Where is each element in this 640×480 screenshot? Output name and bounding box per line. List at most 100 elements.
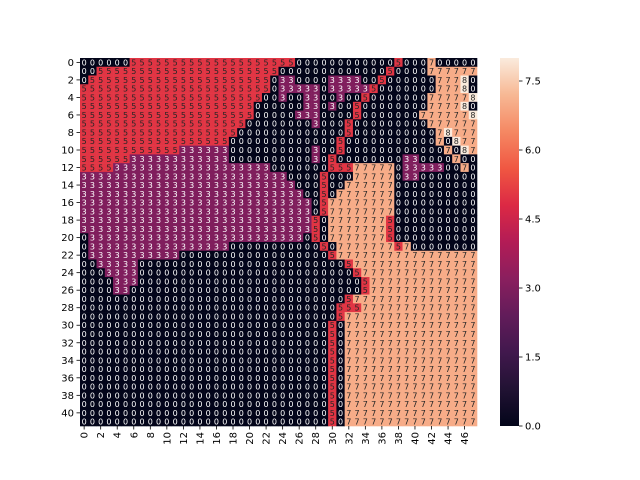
- heatmap-cell: [204, 189, 213, 199]
- heatmap-cell: [377, 154, 387, 164]
- heatmap-cell-label: 0: [321, 155, 326, 164]
- heatmap-cell-label: 7: [462, 330, 467, 339]
- heatmap-cell-label: 0: [98, 418, 103, 427]
- heatmap-cell-label: 0: [239, 321, 244, 330]
- heatmap-cell-label: 3: [148, 164, 153, 173]
- heatmap-cell: [311, 198, 321, 208]
- heatmap-cell: [460, 285, 470, 295]
- heatmap-cell-label: 0: [98, 339, 103, 348]
- heatmap-cell-label: 0: [363, 146, 368, 155]
- heatmap-cell: [443, 180, 453, 190]
- heatmap-cell-label: 3: [255, 199, 260, 208]
- heatmap-cell: [410, 163, 420, 173]
- heatmap-cell: [435, 417, 445, 427]
- heatmap-cell: [162, 242, 172, 252]
- heatmap-cell: [195, 189, 205, 199]
- heatmap-cell: [88, 268, 97, 278]
- heatmap-cell-label: 0: [379, 120, 384, 129]
- heatmap-cell-label: 5: [222, 85, 227, 94]
- heatmap-cell: [377, 233, 387, 243]
- heatmap-cell-label: 0: [264, 286, 269, 295]
- heatmap-cell: [443, 66, 453, 76]
- heatmap-cell: [195, 390, 205, 401]
- heatmap-cell: [303, 163, 312, 173]
- heatmap-cell: [253, 206, 263, 217]
- heatmap-cell-label: 0: [462, 242, 467, 251]
- heatmap-cell: [80, 355, 89, 365]
- heatmap-cell-label: 5: [230, 102, 235, 111]
- heatmap-cell: [319, 417, 329, 427]
- heatmap-cell: [336, 250, 345, 260]
- heatmap-cell: [129, 75, 139, 85]
- heatmap-cell-label: 0: [421, 128, 426, 137]
- heatmap-cell: [204, 303, 213, 313]
- heatmap-cell-label: 0: [421, 216, 426, 225]
- heatmap-cell: [129, 119, 139, 129]
- heatmap-cell: [261, 320, 271, 330]
- heatmap-cell: [80, 84, 89, 94]
- heatmap-cell-label: 3: [139, 216, 144, 225]
- heatmap-cell-label: 0: [338, 269, 343, 278]
- heatmap-cell: [303, 373, 312, 383]
- heatmap-cell-label: 3: [156, 242, 161, 251]
- heatmap-cell-label: 5: [206, 67, 211, 76]
- heatmap-cell-label: 3: [106, 190, 111, 199]
- heatmap-cell-label: 0: [173, 286, 178, 295]
- heatmap-cell: [278, 285, 288, 295]
- heatmap-cell: [311, 58, 321, 68]
- heatmap-cell: [336, 198, 345, 208]
- heatmap-cell: [278, 128, 288, 138]
- heatmap-cell: [419, 312, 428, 322]
- heatmap-cell-label: 0: [305, 234, 310, 243]
- heatmap-cell: [96, 84, 106, 94]
- heatmap-cell-label: 0: [288, 295, 293, 304]
- heatmap-cell: [245, 189, 254, 199]
- heatmap-cell-label: 0: [247, 356, 252, 365]
- heatmap-cell: [278, 390, 288, 401]
- heatmap-cell-label: 7: [371, 418, 376, 427]
- heatmap-cell: [195, 84, 205, 94]
- heatmap-cell-label: 7: [446, 330, 451, 339]
- heatmap-cell: [220, 399, 230, 409]
- heatmap-cell-label: 5: [123, 155, 128, 164]
- heatmap-cell-label: 0: [321, 400, 326, 409]
- heatmap-cell-label: 0: [247, 418, 252, 427]
- heatmap-cell: [261, 128, 271, 138]
- heatmap-cell-label: 7: [355, 321, 360, 330]
- heatmap-cell-label: 0: [280, 400, 285, 409]
- heatmap-cell-label: 0: [156, 339, 161, 348]
- heatmap-cell-label: 3: [164, 164, 169, 173]
- heatmap-cell: [204, 110, 213, 120]
- heatmap-cell: [146, 268, 155, 278]
- heatmap-cell-label: 5: [90, 85, 95, 94]
- heatmap-cell-label: 0: [139, 383, 144, 392]
- heatmap-cell: [328, 215, 337, 225]
- heatmap-cell-label: 0: [139, 286, 144, 295]
- heatmap-cell: [228, 58, 238, 68]
- heatmap-cell: [435, 390, 445, 401]
- heatmap-cell-label: 0: [264, 111, 269, 120]
- heatmap-cell-label: 0: [379, 93, 384, 102]
- heatmap-cell-label: 0: [264, 251, 269, 260]
- heatmap-cell: [468, 259, 478, 269]
- heatmap-cell: [443, 355, 453, 365]
- heatmap-cell: [344, 408, 354, 418]
- heatmap-cell: [427, 110, 436, 120]
- heatmap-cell-label: 3: [90, 172, 95, 181]
- heatmap-cell: [179, 206, 188, 217]
- heatmap-cell-label: 0: [123, 321, 128, 330]
- heatmap-cell-label: 0: [164, 365, 169, 374]
- heatmap-cell: [195, 320, 205, 330]
- heatmap-cell: [154, 259, 164, 269]
- heatmap-cell: [386, 285, 395, 295]
- heatmap-cell: [468, 66, 478, 76]
- heatmap-cell-label: 3: [255, 216, 260, 225]
- heatmap-cell-label: 3: [181, 164, 186, 173]
- heatmap-cell-label: 0: [131, 374, 136, 383]
- heatmap-cell-label: 0: [313, 164, 318, 173]
- heatmap-cell: [377, 136, 387, 146]
- heatmap-cell: [88, 84, 97, 94]
- heatmap-cell-label: 0: [330, 181, 335, 190]
- heatmap-cell-label: 5: [272, 58, 277, 67]
